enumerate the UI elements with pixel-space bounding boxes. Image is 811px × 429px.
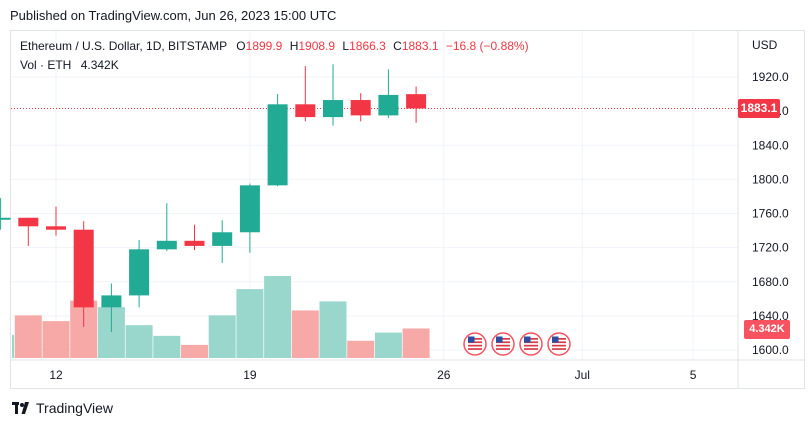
x-tick-label: Jul [575,368,590,382]
volume-value: 4.342K [80,58,119,72]
volume-bar [374,332,402,358]
flag-stripe [524,338,538,340]
flag-stripe [496,338,510,340]
us-flag-event-icon[interactable] [519,332,543,356]
candle-body [101,295,122,308]
flag-stripe [496,348,510,350]
candle-body [295,104,316,118]
last-price-tag: 1883.1 [738,99,780,118]
volume-bar [12,335,15,358]
candle-body [18,217,39,227]
us-flag-event-icon[interactable] [547,332,571,356]
flag-stripe [552,344,566,347]
close-label: C [393,39,402,53]
open-label: O [236,39,246,53]
x-tick-label: 26 [437,368,451,382]
low-label: L [342,39,350,53]
flag-stripe [496,341,510,344]
flag-stripe [496,344,510,347]
candle-body [0,217,11,220]
open-value: 1899.9 [245,39,283,53]
candle-body [378,94,399,116]
volume-bar [402,328,430,358]
candle-body [350,100,371,116]
ohlc-legend: Ethereum / U.S. Dollar, 1D, BITSTAMP O18… [20,39,529,53]
y-tick-label: 1920.0 [752,70,789,84]
candle-body [129,249,150,296]
flag-stripe [524,344,538,347]
volume-bar [125,325,153,358]
volume-bar [264,276,292,358]
volume-label[interactable]: Vol · ETH [20,58,72,72]
candle-body [46,226,66,230]
y-tick-label: 1680.0 [752,275,789,289]
candle-body [156,240,177,250]
y-tick-label: 1800.0 [752,172,789,186]
x-tick-label: 5 [690,368,697,382]
candle-body [267,104,288,186]
candle-body [73,229,94,308]
volume-bar [42,321,70,358]
tradingview-brand: TradingView [36,400,114,416]
flag-stripe [552,348,566,350]
y-tick-label: 1760.0 [752,207,789,221]
y-tick-label: 1600.0 [752,343,789,357]
volume-bar [347,340,375,358]
x-tick-label: 12 [49,368,63,382]
flag-stripe [524,341,538,344]
volume-bar [181,344,208,358]
volume-legend: Vol · ETH 4.342K [20,58,119,72]
us-flag-event-icon[interactable] [491,332,515,356]
flag-stripe [524,348,538,350]
candle-body [239,185,260,233]
flag-canton [524,336,531,343]
high-value: 1908.9 [298,39,336,53]
candle-body [184,240,205,246]
flag-stripe [468,338,482,340]
y-tick-label: 1720.0 [752,241,789,255]
flag-stripe [468,348,482,350]
symbol-title[interactable]: Ethereum / U.S. Dollar, 1D, BITSTAMP [20,39,227,53]
footer[interactable]: TradingView [12,400,113,416]
y-tick-label: 1840.0 [752,138,789,152]
volume-bar [208,315,236,358]
volume-bar [291,310,319,358]
tradingview-logo-icon [12,402,29,414]
published-caption: Published on TradingView.com, Jun 26, 20… [10,8,337,23]
flag-canton [468,336,475,343]
close-value: 1883.1 [401,39,439,53]
flag-stripe [468,344,482,347]
volume-bar [236,289,264,358]
flag-stripe [552,338,566,340]
volume-bar [14,315,42,358]
flag-stripe [468,341,482,344]
x-tick-label: 19 [243,368,257,382]
volume-bar [153,335,181,358]
low-value: 1866.3 [349,39,386,53]
candle-body [323,100,343,118]
high-label: H [289,39,299,53]
chart-frame[interactable] [10,30,805,389]
flag-stripe [552,341,566,344]
volume-bar [319,301,347,358]
volume-tag: 4.342K [744,320,790,339]
candle-body [406,94,427,109]
currency-label[interactable]: USD [752,38,778,52]
change-value: −16.8 (−0.88%) [445,39,529,53]
candle-body [212,232,233,246]
flag-canton [552,336,559,343]
flag-canton [496,336,503,343]
y-tick-label: 1640.0 [752,309,789,323]
us-flag-event-icon[interactable] [463,332,487,356]
